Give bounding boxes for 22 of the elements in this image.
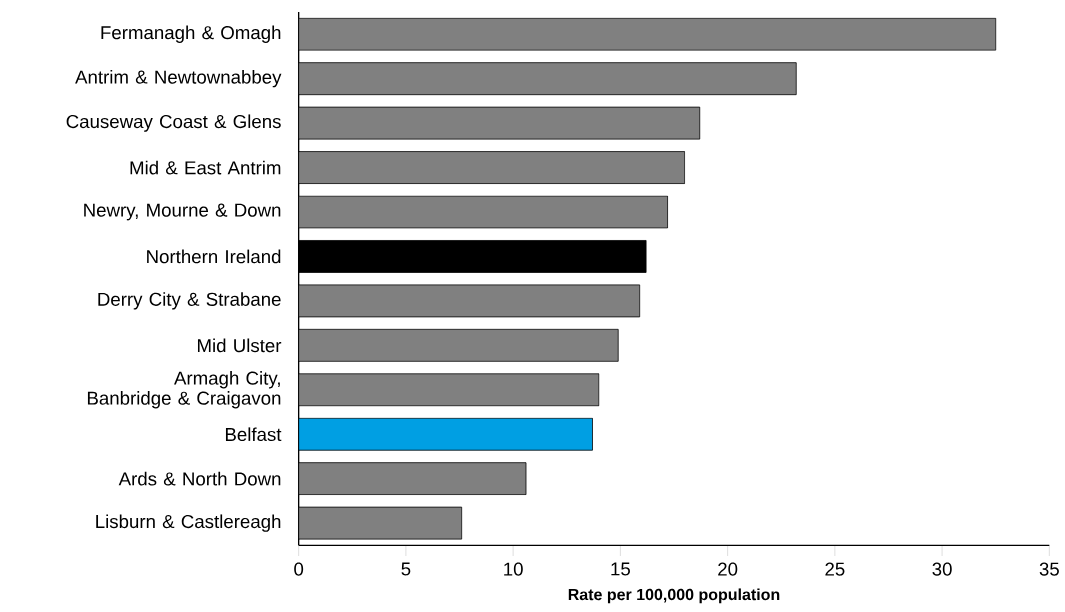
y-tick-label: Armagh City, Banbridge & Craigavon <box>87 371 281 409</box>
x-tick-label: 10 <box>504 562 523 576</box>
y-tick-label: Causeway Coast & Glens <box>66 114 281 132</box>
x-tick-label: 35 <box>1039 562 1059 576</box>
y-tick-label: Lisburn & Castlereagh <box>96 514 281 532</box>
y-tick-label: Belfast <box>225 427 282 442</box>
bar <box>298 462 527 496</box>
x-tick-label: 15 <box>611 562 630 576</box>
x-tick-label: 30 <box>932 562 952 576</box>
y-tick-label: Northern Ireland <box>147 249 281 264</box>
x-axis-title: Rate per 100,000 population <box>568 588 780 604</box>
y-tick-label: Fermanagh & Omagh <box>101 25 281 43</box>
y-tick-label: Ards & North Down <box>118 471 281 486</box>
x-tick-label: 25 <box>825 562 845 576</box>
x-tick-label: 0 <box>294 562 304 576</box>
x-tick-label: 20 <box>718 562 738 576</box>
y-tick-label: Newry, Mourne & Down <box>84 203 281 221</box>
y-tick-label: Derry City & Strabane <box>98 292 281 310</box>
x-tick-label: 5 <box>401 562 411 576</box>
y-tick-label: Antrim & Newtownabbey <box>75 69 282 88</box>
y-tick-label: Mid Ulster <box>197 338 282 353</box>
y-tick-label: Mid & East Antrim <box>130 160 281 175</box>
